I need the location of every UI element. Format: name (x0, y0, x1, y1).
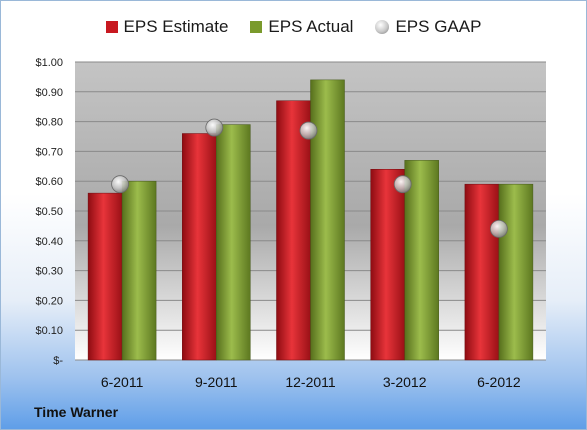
legend-label-gaap: EPS GAAP (395, 17, 482, 36)
y-tick-label: $0.30 (35, 266, 63, 278)
bar-actual (121, 180, 157, 361)
bars (87, 79, 534, 361)
gaap-marker (393, 175, 412, 194)
bar-actual (498, 183, 534, 361)
bar-estimate (87, 192, 123, 361)
y-tick-label: $- (53, 355, 63, 367)
bar-estimate (464, 183, 500, 361)
y-tick-label: $0.90 (35, 87, 63, 99)
y-tick-label: $0.20 (35, 295, 63, 307)
company-name: Time Warner (34, 404, 119, 420)
bar-estimate (182, 133, 217, 361)
bar-actual (404, 160, 439, 361)
y-tick-label: $0.10 (35, 325, 63, 337)
legend-swatch-gaap (375, 20, 390, 34)
x-tick-label: 6-2011 (101, 374, 144, 390)
legend-label-actual: EPS Actual (268, 17, 354, 36)
gaap-markers (111, 118, 508, 238)
x-tick-label: 3-2012 (383, 374, 427, 390)
gaap-marker (299, 121, 318, 140)
x-tick-label: 12-2011 (285, 374, 336, 390)
bar-actual (310, 79, 345, 361)
x-axis-ticks: 6-2011 9-2011 12-2011 3-2012 6-2012 (101, 374, 521, 390)
gaap-marker (205, 118, 224, 137)
y-tick-label: $1.00 (35, 57, 63, 69)
bar-estimate (276, 100, 311, 361)
gaap-marker (489, 219, 508, 238)
y-tick-label: $0.80 (35, 117, 63, 129)
y-axis-ticks: $1.00 $0.90 $0.80 $0.70 $0.60 $0.50 $0.40 $0.30… (35, 57, 63, 367)
legend-swatch-estimate (105, 21, 118, 33)
legend-item-actual: EPS Actual (250, 17, 353, 37)
gaap-marker (111, 175, 129, 194)
bar-estimate (370, 169, 405, 361)
y-tick-label: $0.60 (35, 176, 63, 188)
x-tick-label: 9-2011 (195, 374, 238, 390)
y-tick-label: $0.70 (35, 146, 63, 158)
legend-item-estimate: EPS Estimate (105, 17, 229, 37)
y-tick-label: $0.50 (35, 206, 63, 218)
bar-actual (216, 124, 251, 361)
legend-label-estimate: EPS Estimate (123, 17, 229, 36)
legend: EPS Estimate EPS Actual EPS GAAP (1, 17, 586, 37)
x-tick-label: 6-2012 (477, 374, 521, 390)
y-tick-label: $0.40 (35, 236, 63, 248)
legend-swatch-actual (250, 21, 263, 33)
legend-item-gaap: EPS GAAP (375, 17, 481, 37)
